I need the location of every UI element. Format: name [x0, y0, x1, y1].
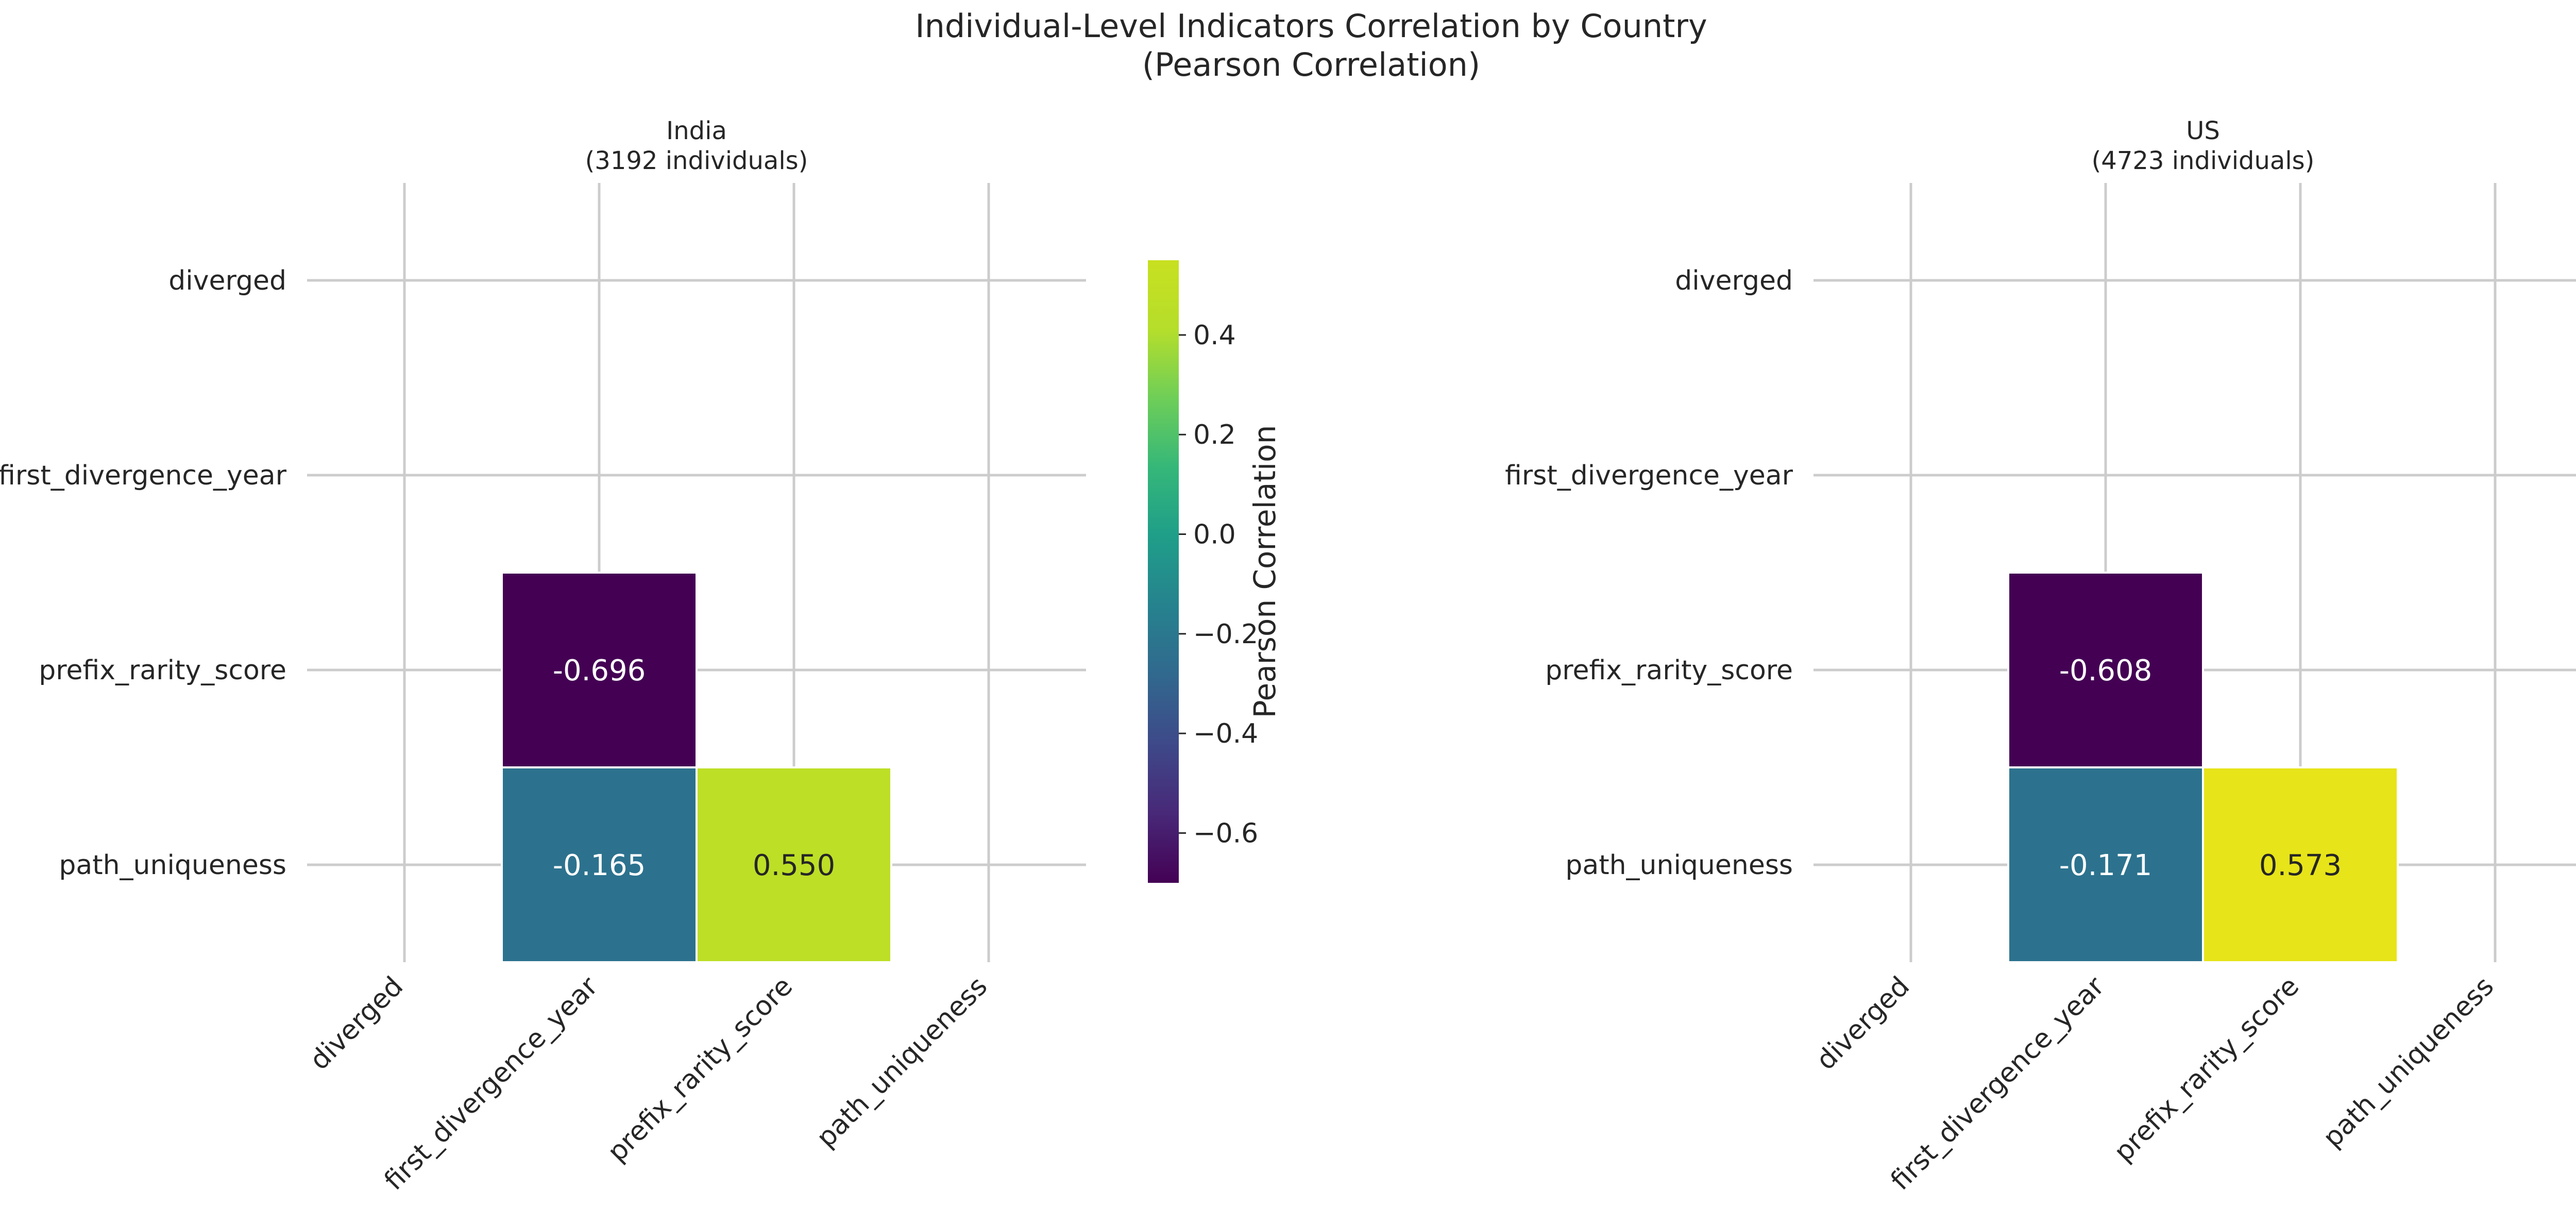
x-tick-label-prefix-rarity-score: prefix_rarity_score: [2108, 971, 2305, 1168]
cell-value-label: -0.608: [2059, 654, 2153, 688]
panel-subtitle: (4723 individuals): [2092, 146, 2315, 175]
colorbar-tick-label: −0.4: [1193, 718, 1258, 749]
colorbar-tick-label: 0.0: [1193, 519, 1236, 550]
x-tick-label-prefix-rarity-score: prefix_rarity_score: [602, 971, 799, 1168]
colorbar-tick-label: 0.2: [1193, 420, 1236, 450]
y-tick-label-diverged: diverged: [1675, 265, 1793, 296]
colorbar: 0.4 0.2 0.0 −0.2 −0.4 −0.6 Pearson Correlatio…: [1148, 260, 1282, 883]
y-tick-label-diverged: diverged: [168, 265, 286, 296]
cell-value-label: -0.171: [2059, 849, 2153, 882]
cell-value-label: -0.165: [553, 849, 646, 882]
y-tick-label-first-divergence-year: first_divergence_year: [1505, 460, 1793, 491]
cell-value-label: 0.573: [2259, 849, 2342, 882]
colorbar-tick-label: 0.4: [1193, 320, 1236, 351]
panel-title: US: [2186, 116, 2220, 145]
heatmap-cell: [501, 572, 698, 768]
colorbar-label: Pearson Correlation: [1247, 425, 1282, 718]
y-tick-label-first-divergence-year: first_divergence_year: [0, 460, 287, 491]
colorbar-tick-label: −0.2: [1193, 619, 1258, 650]
panel-title: India: [666, 116, 727, 145]
y-tick-label-prefix-rarity-score: prefix_rarity_score: [1545, 655, 1793, 686]
x-tick-label-path-uniqueness: path_uniqueness: [2317, 971, 2500, 1154]
x-tick-label-path-uniqueness: path_uniqueness: [810, 971, 993, 1154]
figure-title-line1: Individual-Level Indicators Correlation …: [915, 7, 1707, 45]
heatmap-panel-india: India(3192 individuals) -0.696 -0.165 0.550…: [0, 116, 1086, 1196]
heatmap-panel-us: US(4723 individuals) -0.608 -0.171 0.573 div…: [1505, 116, 2576, 1196]
y-tick-label-path-uniqueness: path_uniqueness: [1565, 850, 1793, 881]
cell-value-label: -0.696: [553, 654, 646, 688]
x-tick-label-first-divergence-year: first_divergence_year: [379, 970, 604, 1196]
colorbar-gradient: [1148, 260, 1179, 883]
x-tick-label-diverged: diverged: [1810, 971, 1916, 1076]
x-tick-label-diverged: diverged: [304, 971, 409, 1076]
heatmap-cell: [2007, 766, 2204, 963]
x-tick-label-first-divergence-year: first_divergence_year: [1885, 970, 2111, 1196]
y-tick-label-path-uniqueness: path_uniqueness: [59, 850, 286, 881]
heatmap-cell: [2202, 766, 2399, 963]
colorbar-ticks: 0.4 0.2 0.0 −0.2 −0.4 −0.6: [1179, 320, 1258, 849]
heatmap-cell: [501, 766, 698, 963]
heatmap-cell: [696, 766, 892, 963]
cell-value-label: 0.550: [753, 849, 835, 882]
colorbar-tick-label: −0.6: [1193, 818, 1258, 849]
y-tick-label-prefix-rarity-score: prefix_rarity_score: [39, 655, 286, 686]
figure-title-line2: (Pearson Correlation): [1142, 46, 1480, 83]
panel-subtitle: (3192 individuals): [585, 146, 808, 175]
heatmap-cell: [2007, 572, 2204, 768]
